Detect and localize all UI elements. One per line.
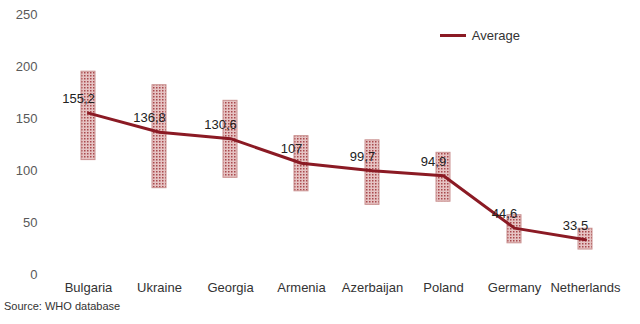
svg-text:33,5: 33,5 <box>563 218 588 233</box>
svg-text:0: 0 <box>30 267 37 282</box>
svg-text:44,6: 44,6 <box>492 206 517 221</box>
html-text:Source: WHO database: Source: WHO database <box>4 300 121 312</box>
svg-text:136,8: 136,8 <box>133 110 166 125</box>
svg-text:155,2: 155,2 <box>62 91 95 106</box>
svg-text:99,7: 99,7 <box>350 149 375 164</box>
svg-text:Poland: Poland <box>423 280 463 295</box>
svg-text:250: 250 <box>16 7 38 22</box>
svg-text:Ukraine: Ukraine <box>137 280 182 295</box>
svg-text:130,6: 130,6 <box>204 117 237 132</box>
svg-text:100: 100 <box>16 163 38 178</box>
svg-text:150: 150 <box>16 111 38 126</box>
html-text:Average: Average <box>471 28 520 43</box>
svg-text:107: 107 <box>281 141 303 156</box>
svg-text:Germany: Germany <box>488 280 542 295</box>
svg-text:94,9: 94,9 <box>421 154 446 169</box>
svg-text:50: 50 <box>23 215 37 230</box>
svg-text:Bulgaria: Bulgaria <box>65 280 113 295</box>
svg-text:Georgia: Georgia <box>207 280 254 295</box>
svg-text:Netherlands: Netherlands <box>550 280 621 295</box>
svg-text:Armenia: Armenia <box>277 280 326 295</box>
svg-text:Azerbaijan: Azerbaijan <box>342 280 403 295</box>
svg-text:200: 200 <box>16 59 38 74</box>
